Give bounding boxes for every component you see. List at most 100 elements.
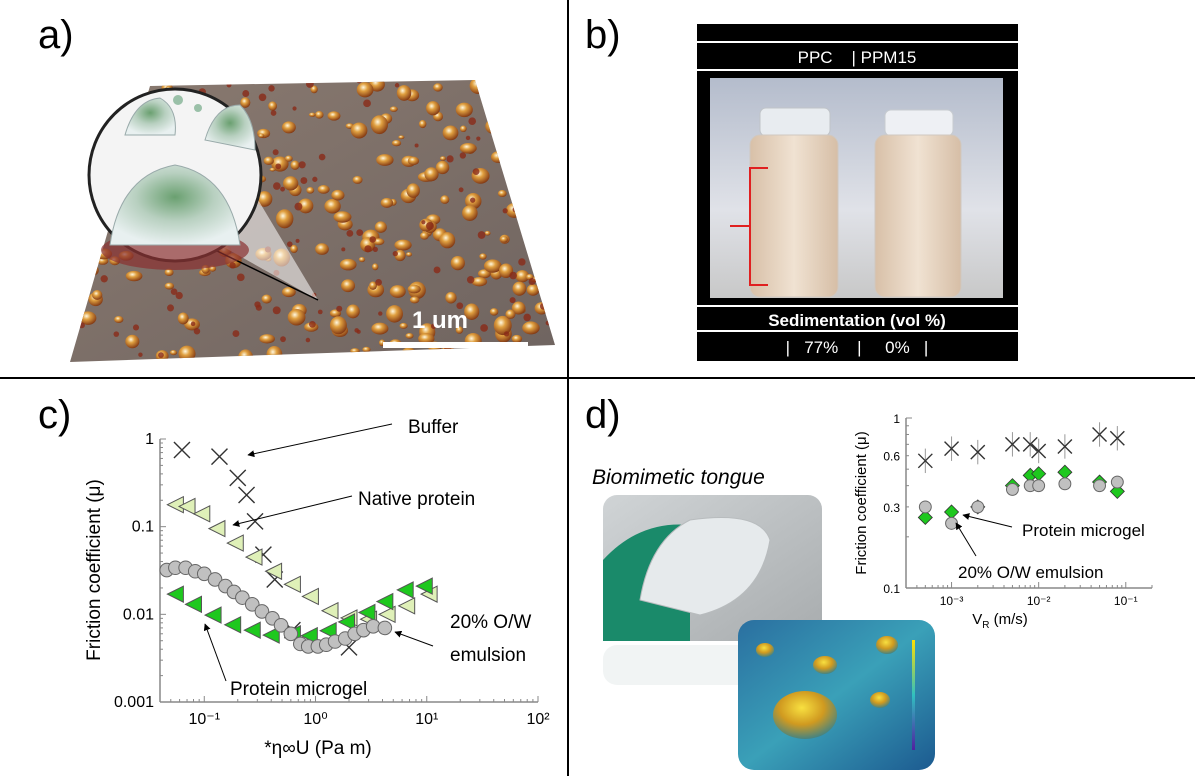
afm-particle xyxy=(534,93,542,99)
afm-dark-spot xyxy=(300,177,308,184)
data-point-native-protein xyxy=(397,597,416,615)
data-point-protein-microgel xyxy=(337,613,356,631)
afm-dark-spot xyxy=(356,80,362,84)
afm-particle xyxy=(409,296,420,304)
droplet-inset-circle xyxy=(87,87,263,270)
y-axis-label-d: Friction coefficient (μ) xyxy=(853,431,870,574)
afm-particle xyxy=(464,303,480,320)
afm-particle xyxy=(266,345,283,362)
x-tick-label: 10⁰ xyxy=(303,711,327,728)
data-point-20-o-w-emulsion xyxy=(377,620,393,636)
afm-dark-spot xyxy=(236,273,245,282)
afm-dark-spot xyxy=(85,142,92,149)
afm-particle xyxy=(85,233,101,250)
afm-particle xyxy=(346,304,360,319)
data-point-native-protein xyxy=(283,575,301,594)
data-point-native-protein xyxy=(264,562,283,581)
afm-dark-spot xyxy=(468,117,477,126)
afm-particle xyxy=(531,229,545,243)
afm-dark-spot xyxy=(518,258,526,266)
afm-particle xyxy=(74,138,86,151)
afm-particle xyxy=(315,243,329,255)
data-point-buffer xyxy=(1057,438,1073,454)
data-point-protein-microgel xyxy=(1057,464,1073,480)
data-point-20-o-w-emulsion xyxy=(918,500,932,514)
data-point-buffer xyxy=(917,453,933,469)
afm-dark-spot xyxy=(528,278,536,285)
afm-dark-spot xyxy=(503,331,510,337)
afm-particle xyxy=(498,263,514,279)
afm-dark-spot xyxy=(470,197,476,203)
afm-particle xyxy=(510,91,521,100)
afm-dark-spot xyxy=(280,336,286,343)
afm-particle xyxy=(426,101,441,116)
afm-dark-spot xyxy=(392,251,398,257)
y-tick-label: 0.6 xyxy=(883,450,900,464)
data-point-buffer xyxy=(944,441,960,457)
afm-particle xyxy=(291,355,304,362)
afm-particle xyxy=(439,156,447,161)
afm-particle xyxy=(358,256,366,263)
afm-particle xyxy=(435,160,450,175)
data-point-native-protein xyxy=(377,605,396,624)
afm-dark-spot xyxy=(100,275,108,283)
afm-particle xyxy=(93,89,101,96)
afm-particle xyxy=(483,259,502,273)
panel-b: b) PPC | PPM15 Sedimentation (vol %) | 7… xyxy=(585,13,1018,361)
annotation-buffer: Buffer xyxy=(408,417,459,438)
afm-particle xyxy=(306,186,315,194)
afm-dark-spot xyxy=(158,352,164,359)
afm-dark-spot xyxy=(523,313,531,322)
afm-dark-spot xyxy=(456,302,464,310)
afm-particle xyxy=(258,133,265,138)
afm-particle xyxy=(315,110,324,119)
afm-particle xyxy=(380,197,394,208)
afm-particle xyxy=(532,80,548,95)
afm-dark-spot xyxy=(317,309,323,315)
afm-particle xyxy=(461,353,470,362)
data-point-native-protein xyxy=(226,534,244,552)
afm-dark-spot xyxy=(459,152,467,159)
afm-particle xyxy=(508,183,520,190)
data-point-native-protein xyxy=(207,519,226,538)
afm-particle xyxy=(522,321,540,335)
afm-particle xyxy=(371,322,389,335)
afm-dark-spot xyxy=(477,231,486,239)
afm-particle xyxy=(405,333,414,339)
afm-particle xyxy=(523,187,538,199)
afm-particle xyxy=(459,142,477,154)
afm-particle xyxy=(489,308,499,316)
data-point-buffer xyxy=(229,469,247,487)
afm-particle xyxy=(547,211,555,220)
data-point-protein-microgel xyxy=(223,615,242,634)
afm-dark-spot xyxy=(545,194,552,201)
afm-particle xyxy=(275,209,294,229)
afm-dark-spot xyxy=(254,301,261,308)
y-tick-label: 1 xyxy=(145,431,154,448)
afm-particle xyxy=(549,193,555,208)
afm-particle xyxy=(439,232,456,249)
afm-dark-spot xyxy=(527,121,535,129)
afm-particle xyxy=(471,277,488,287)
data-point-20-o-w-emulsion xyxy=(273,617,289,633)
data-point-buffer xyxy=(210,448,228,466)
afm-particle xyxy=(455,102,473,118)
x-tick-label: 10⁻³ xyxy=(940,594,964,608)
afm-particle xyxy=(495,90,505,99)
afm-dark-spot xyxy=(103,80,112,87)
afm-dark-spot xyxy=(531,105,538,113)
afm-particle xyxy=(459,125,467,133)
afm-particle xyxy=(477,269,491,279)
afm-dark-spot xyxy=(539,302,547,310)
afm-particle xyxy=(164,268,174,277)
afm-particle xyxy=(549,132,555,145)
afm-particle xyxy=(290,244,298,254)
afm-dark-spot xyxy=(458,187,464,193)
data-point-buffer xyxy=(1092,426,1108,442)
data-point-protein-microgel xyxy=(917,509,933,526)
afm-particle xyxy=(125,270,143,282)
data-point-native-protein xyxy=(166,495,184,514)
afm-dark-spot xyxy=(270,110,277,116)
data-point-buffer xyxy=(238,486,256,504)
afm-particle xyxy=(420,231,429,240)
